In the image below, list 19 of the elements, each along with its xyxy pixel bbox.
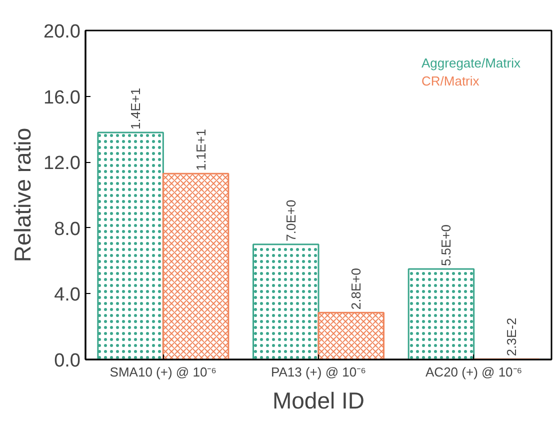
data-label: 2.3E-2 [504,318,519,356]
y-tick-label: 0.0 [54,350,81,372]
data-label: 2.8E+0 [348,268,364,310]
data-label: 5.5E+0 [438,224,454,266]
y-tick-label: 16.0 [44,87,81,108]
text: CR/Matrix [422,74,480,88]
y-tick-label: 8.0 [54,218,81,240]
data-label: 1.4E+1 [128,88,144,130]
data-label: 1.1E+1 [193,129,208,171]
x-axis-title: Model ID [272,388,365,414]
x-tick-label: PA13 (+) @ 10⁻⁶ [271,364,366,380]
x-tick-label: AC20 (+) @ 10⁻⁶ [426,364,522,380]
data-label: 7.0E+0 [283,200,298,242]
x-tick-label: SMA10 (+) @ 10⁻⁶ [110,364,217,380]
y-tick-label: 4.0 [54,284,81,306]
y-axis-title: Relative ratio [10,128,36,262]
y-tick-label: 20.0 [44,22,81,42]
text: Aggregate/Matrix [422,56,521,70]
y-tick-label: 12.0 [44,153,81,174]
